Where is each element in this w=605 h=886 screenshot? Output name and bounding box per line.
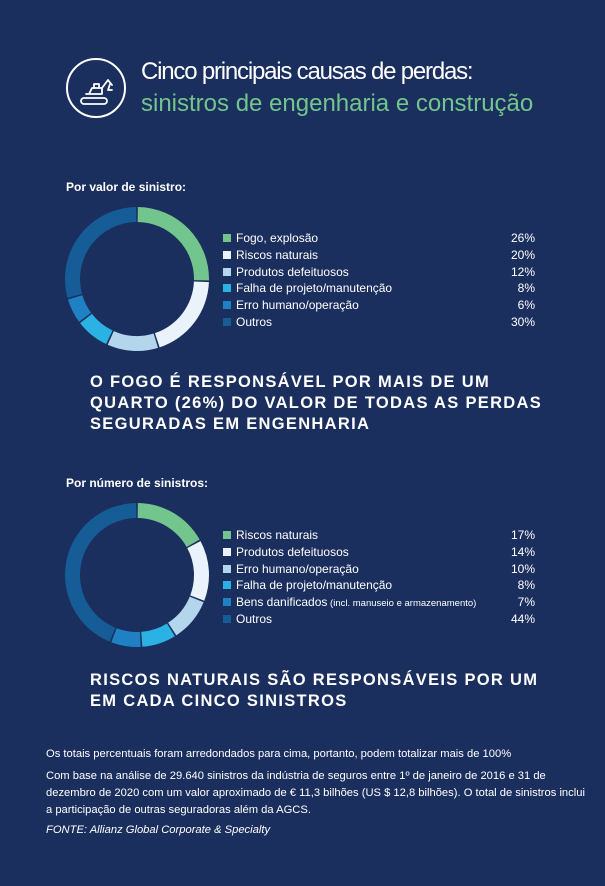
legend-swatch [223, 614, 231, 623]
legend-label: Produtos defeituosos [236, 264, 349, 279]
legend-swatch [223, 564, 231, 573]
legend-label: Fogo, explosão [236, 231, 319, 245]
legend-swatch [223, 284, 231, 293]
legend-label: Bens danificados (incl. manuseio e armaz… [236, 595, 477, 610]
chart2-legend-item: Erro humano/operação 10% [223, 561, 535, 578]
chart1-slice-0 [137, 207, 209, 281]
legend-value: 20% [510, 247, 535, 262]
chart2-legend-item: Bens danificados (incl. manuseio e armaz… [223, 594, 535, 611]
legend-label: Falha de projeto/manutenção [236, 578, 393, 593]
legend-swatch [223, 531, 231, 539]
chart2-legend-item: Falha de projeto/manutenção 8% [223, 577, 535, 594]
chart2-slice-1 [187, 541, 210, 601]
chart1-legend: Fogo, explosão 26% Riscos naturais 20% Produ… [223, 230, 535, 331]
chart1-legend-item: Produtos defeituosos 12% [223, 264, 535, 281]
legend-value: 14% [510, 544, 535, 559]
chart2-donut [64, 503, 210, 647]
legend-note: (incl. manuseio e armazenamento) [327, 598, 477, 610]
legend-swatch [223, 317, 231, 326]
chart2-legend-item: Outros 44% [223, 611, 535, 628]
chart1-legend-item: Riscos naturais 20% [223, 247, 535, 264]
chart1-slice-5 [64, 207, 137, 298]
legend-value: 17% [510, 528, 535, 542]
chart2-slice-2 [168, 596, 204, 636]
legend-value: 26% [510, 231, 535, 245]
header-icon-circle [66, 58, 126, 118]
legend-swatch [223, 598, 231, 607]
chart1-label: Por valor de sinistro: [66, 180, 187, 194]
chart2-legend-item: Produtos defeituosos 14% [223, 544, 535, 561]
legend-value: 8% [517, 281, 535, 296]
legend-value: 10% [510, 561, 535, 576]
chart2-label: Por número de sinistros: [66, 476, 209, 490]
legend-label: Erro humano/operação [236, 561, 359, 576]
chart1-slice-2 [107, 331, 159, 351]
legend-label: Erro humano/operação [236, 298, 359, 313]
legend-label: Riscos naturais [236, 528, 319, 542]
chart2-legend: Riscos naturais 17% Produtos defeituosos 14… [223, 527, 535, 628]
rounding-note: Os totais percentuais foram arredondados… [46, 748, 512, 760]
analysis-note: Com base na análise de 29.640 sinistros … [46, 770, 585, 816]
chart1-legend-item: Falha de projeto/manutenção 8% [223, 280, 535, 297]
chart1-legend-item: Erro humano/operação 6% [223, 297, 535, 314]
legend-swatch [223, 250, 231, 259]
excavator-icon [80, 79, 113, 105]
legend-label: Riscos naturais [236, 247, 319, 262]
legend-swatch [223, 547, 231, 556]
chart1-slice-1 [154, 281, 209, 348]
legend-label: Falha de projeto/manutenção [236, 281, 393, 296]
legend-swatch [223, 301, 231, 310]
chart1-legend-item: Outros 30% [223, 314, 535, 331]
legend-swatch [223, 234, 231, 242]
legend-value: 7% [517, 595, 535, 610]
legend-value: 44% [510, 611, 535, 626]
legend-value: 6% [517, 298, 535, 313]
chart2-legend-item: Riscos naturais 17% [223, 527, 535, 544]
legend-label: Outros [236, 611, 273, 626]
page-subtitle: sinistros de engenharia e construção [141, 90, 534, 117]
page-title: Cinco principais causas de perdas: [141, 58, 474, 85]
chart1-slice-4 [67, 295, 92, 322]
chart1-slice-3 [80, 313, 113, 345]
legend-label: Outros [236, 314, 273, 329]
legend-label: Produtos defeituosos [236, 544, 349, 559]
legend-value: 8% [517, 578, 535, 593]
chart2-slice-5 [64, 503, 137, 642]
legend-value: 30% [510, 314, 535, 329]
chart2-slice-0 [137, 503, 200, 547]
chart1-legend-item: Fogo, explosão 26% [223, 230, 535, 247]
chart2-headline: RISCOS NATURAIS SÃO RESPONSÁVEIS POR UM … [90, 671, 539, 710]
source-note: FONTE: Allianz Global Corporate & Specia… [46, 824, 271, 836]
footer: Os totais percentuais foram arredondados… [46, 746, 586, 839]
chart2-slice-3 [141, 623, 175, 647]
chart1-headline: O FOGO É RESPONSÁVEL POR MAIS DE UM QUAR… [90, 373, 543, 433]
chart1-donut [64, 207, 209, 351]
legend-value: 12% [510, 264, 535, 279]
chart2-slice-4 [111, 628, 141, 647]
legend-swatch [223, 267, 231, 276]
legend-swatch [223, 581, 231, 590]
